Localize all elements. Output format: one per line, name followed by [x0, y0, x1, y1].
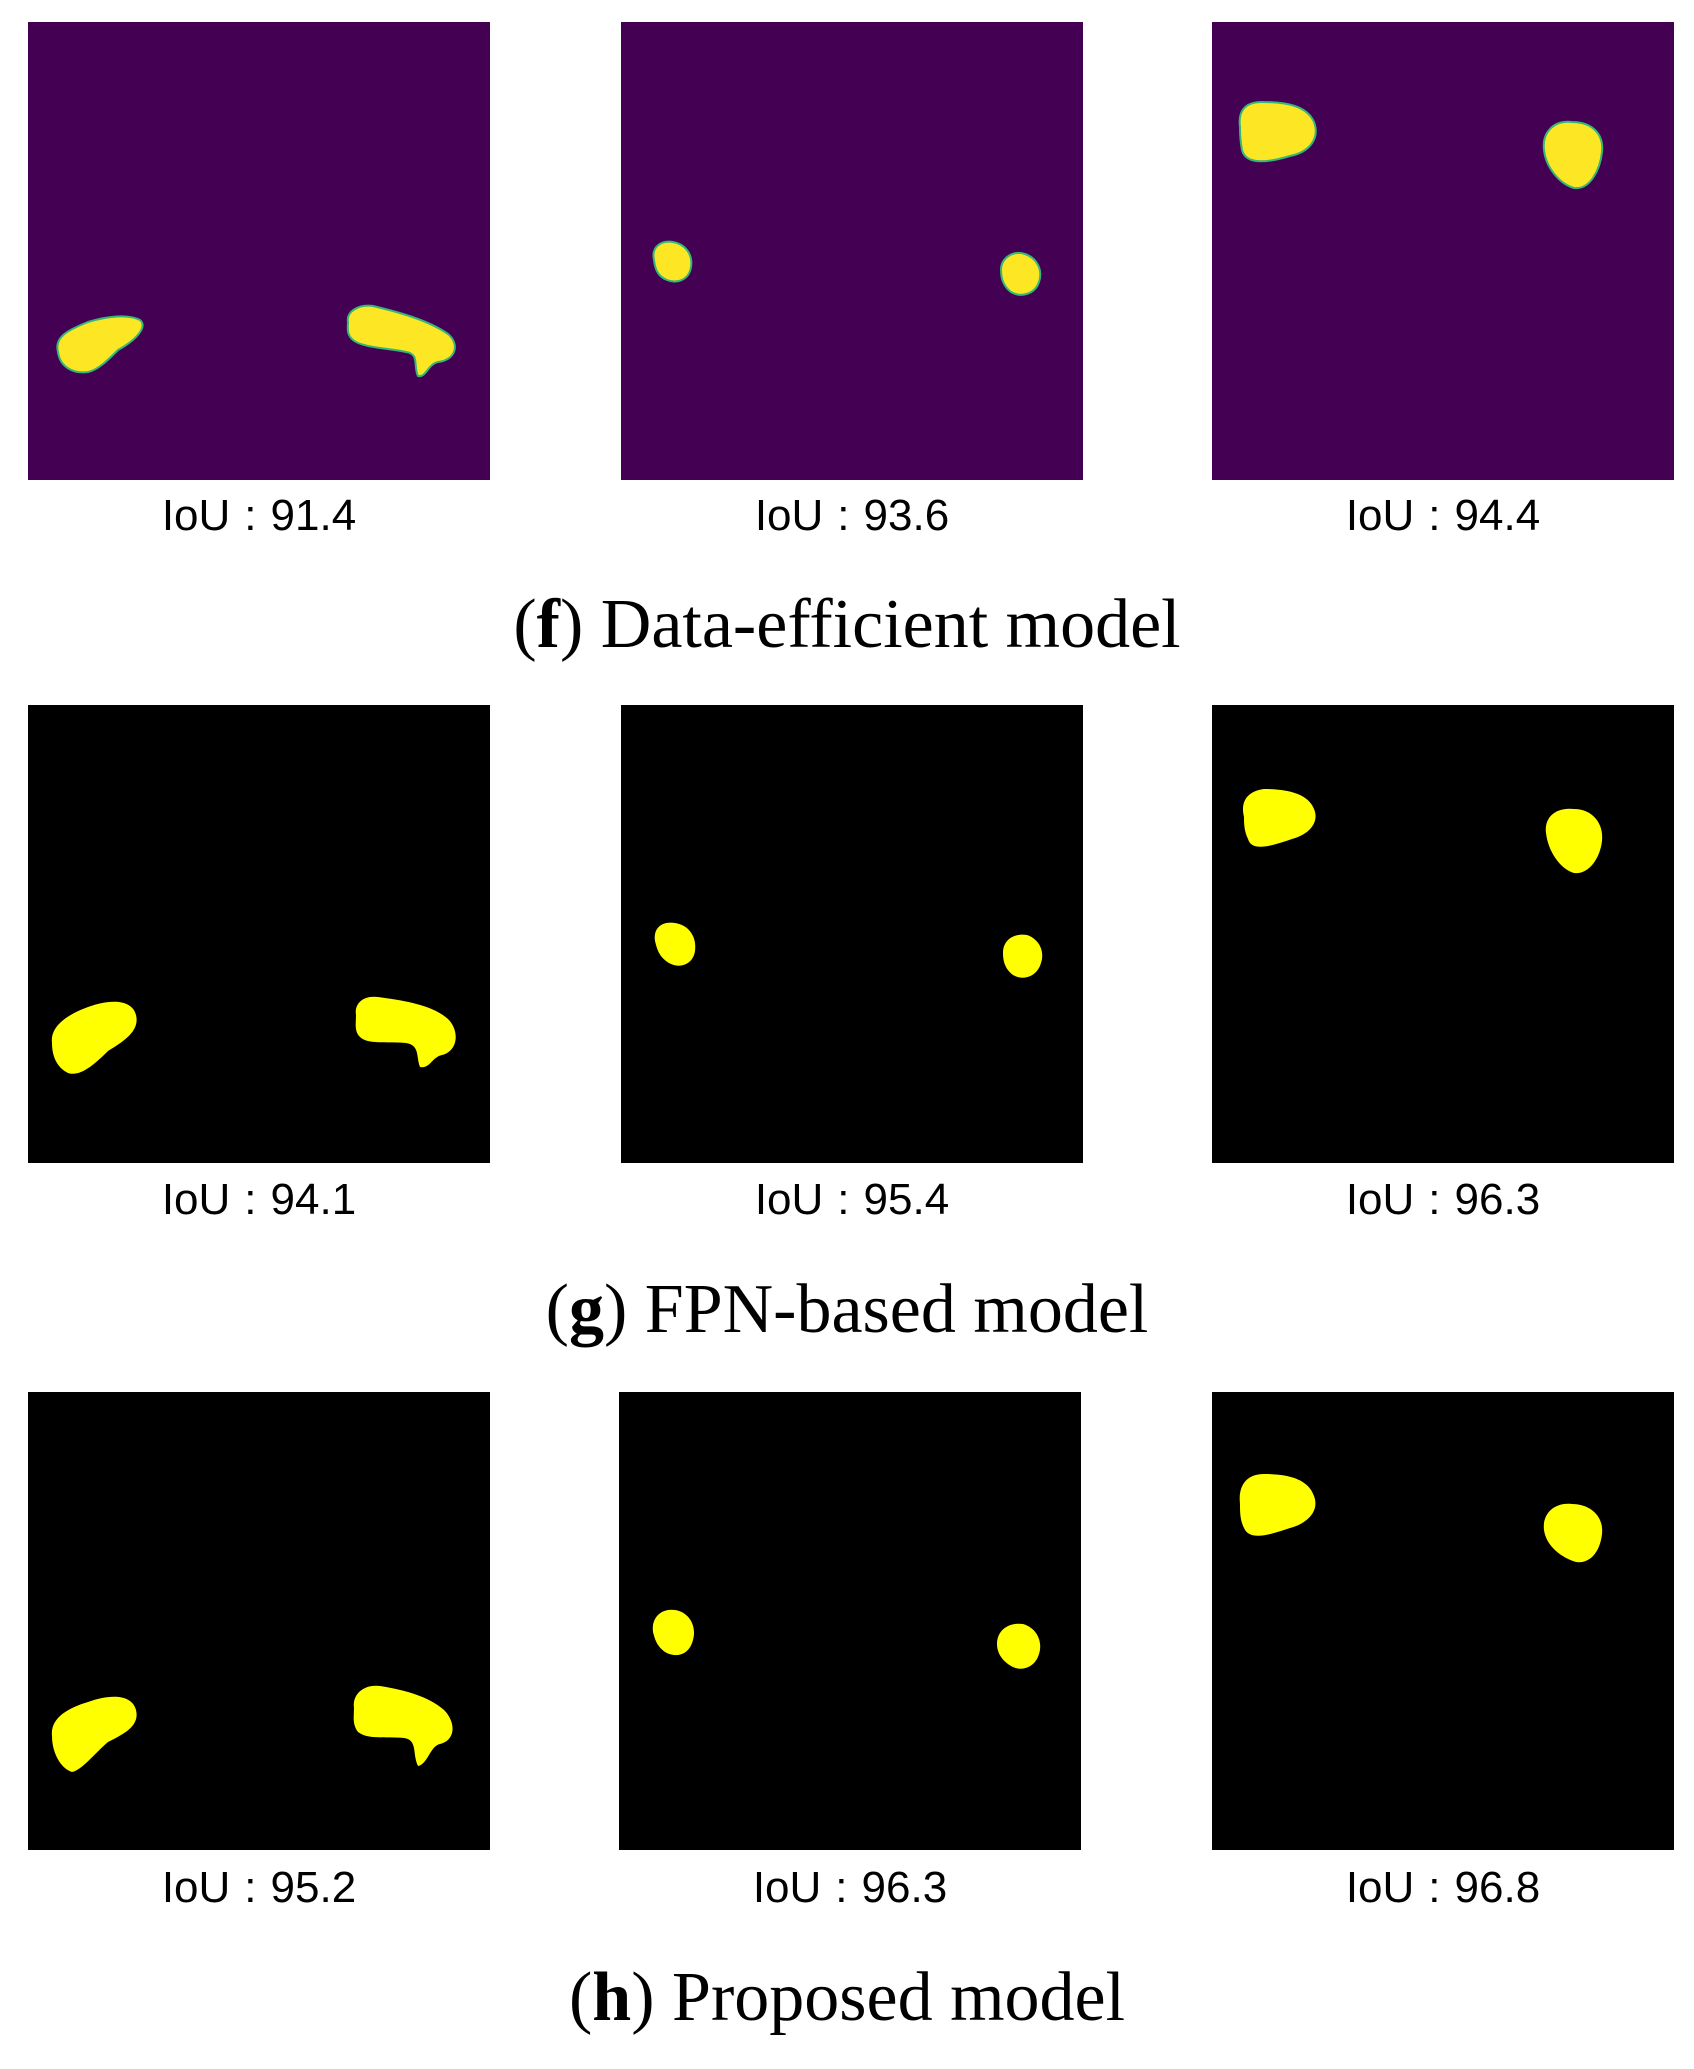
iou-label-h-2: IoU:96.3	[752, 1863, 948, 1912]
kidney-blob-left	[51, 1696, 137, 1772]
kidney-blob-right	[346, 304, 456, 378]
round-blob-right	[1003, 934, 1043, 978]
mask-panel-g-2	[621, 705, 1083, 1163]
mask-background	[28, 1392, 490, 1850]
mask-panel-g-3	[1212, 705, 1674, 1163]
blob-top-right	[1543, 1503, 1603, 1563]
round-blob-right	[999, 252, 1042, 296]
iou-label-f-2: IoU:93.6	[754, 491, 950, 540]
round-blob-left	[652, 1609, 695, 1656]
caption-f: (f) Data-efficient model	[513, 586, 1181, 663]
mask-background	[621, 705, 1083, 1163]
mask-background	[1212, 705, 1674, 1163]
iou-label-g-2: IoU:95.4	[754, 1175, 950, 1224]
iou-label-h-1: IoU:95.2	[161, 1863, 357, 1912]
mask-panel-h-2	[619, 1392, 1081, 1850]
kidney-blob-right	[355, 996, 456, 1068]
mask-background	[1212, 22, 1674, 480]
kidney-blob-left	[51, 1001, 137, 1074]
blob-top-left	[1238, 100, 1317, 163]
mask-panel-h-3	[1212, 1392, 1674, 1850]
mask-background	[621, 22, 1083, 480]
kidney-blob-left	[56, 315, 144, 374]
mask-panel-g-1	[28, 705, 490, 1163]
mask-panel-f-3	[1212, 22, 1674, 480]
caption-g: (g) FPN-based model	[545, 1271, 1149, 1348]
round-blob-left	[652, 240, 693, 283]
mask-background	[28, 22, 490, 480]
mask-panel-f-1	[28, 22, 490, 480]
kidney-blob-right	[353, 1685, 453, 1766]
blob-top-right	[1545, 808, 1603, 874]
round-blob-right	[997, 1623, 1041, 1669]
iou-label-f-3: IoU:94.4	[1345, 491, 1541, 540]
iou-label-g-1: IoU:94.1	[161, 1175, 357, 1224]
iou-label-g-3: IoU:96.3	[1345, 1175, 1541, 1224]
mask-background	[619, 1392, 1081, 1850]
iou-label-f-1: IoU:91.4	[161, 491, 357, 540]
blob-top-left	[1239, 1474, 1316, 1536]
iou-label-h-3: IoU:96.8	[1345, 1863, 1541, 1912]
caption-h: (h) Proposed model	[568, 1959, 1126, 2036]
blob-top-left	[1242, 789, 1316, 847]
mask-panel-f-2	[621, 22, 1083, 480]
mask-background	[28, 705, 490, 1163]
mask-panel-h-1	[28, 1392, 490, 1850]
round-blob-left	[654, 922, 696, 966]
blob-top-right	[1542, 120, 1604, 190]
mask-background	[1212, 1392, 1674, 1850]
